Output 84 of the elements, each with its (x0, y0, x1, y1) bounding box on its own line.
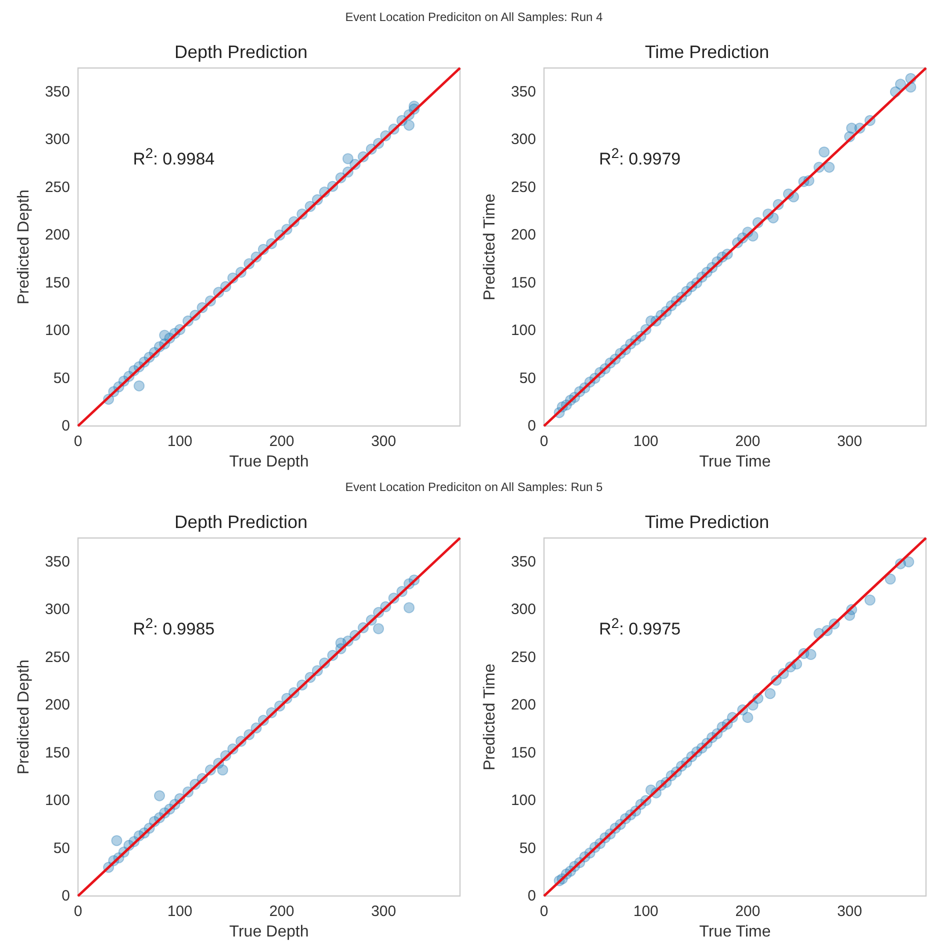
y-tick-label: 350 (510, 83, 536, 100)
y-tick-label: 100 (510, 792, 536, 810)
y-tick-label: 0 (62, 888, 70, 904)
y-tick-label: 50 (519, 370, 536, 387)
x-tick-label: 0 (74, 903, 82, 920)
annotation: R$^{2}$: 0.9984 (133, 146, 215, 170)
x-axis-title: True Depth (229, 923, 309, 940)
x-tick-label: 200 (269, 903, 294, 920)
x-tick-label: 300 (837, 433, 862, 450)
y-tick-label: 50 (53, 370, 70, 387)
y-tick-label: 150 (44, 744, 70, 762)
x-tick-label: 300 (371, 433, 396, 450)
annotation: R$^{2}$: 0.9975 (599, 616, 681, 640)
text: Event Location Prediciton on All Samples: Run 5 (345, 480, 603, 494)
x-tick-label: 200 (735, 433, 760, 450)
x-tick-label: 0 (540, 433, 548, 450)
point (404, 120, 415, 131)
x-tick-label: 100 (633, 903, 658, 920)
annotation: R$^{2}$: 0.9979 (599, 146, 681, 170)
point (903, 556, 914, 568)
y-tick-label: 50 (53, 840, 70, 857)
annotation: R$^{2}$: 0.9985 (133, 616, 215, 640)
point (217, 764, 228, 776)
x-tick-label: 0 (74, 433, 82, 450)
point (805, 648, 816, 660)
x-tick-label: 200 (269, 433, 294, 450)
y-tick-label: 100 (510, 322, 536, 340)
y-tick-label: 200 (510, 696, 536, 714)
chart-title: Time Prediction (644, 512, 770, 532)
y-tick-label: 0 (528, 418, 536, 434)
x-tick-label: 100 (167, 903, 192, 920)
y-tick-label: 250 (44, 178, 70, 196)
chart-title: Time Prediction (644, 42, 770, 62)
x-axis-title: True Time (699, 453, 771, 470)
y-axis-title: Predicted Time (482, 664, 498, 770)
y-axis-title: Predicted Time (482, 194, 498, 300)
x-axis-title: True Depth (229, 453, 309, 470)
x-axis-title: True Time (699, 923, 771, 940)
point (824, 162, 835, 173)
y-tick-label: 350 (510, 553, 536, 570)
x-tick-label: 0 (540, 903, 548, 920)
text: Event Location Prediciton on All Samples: Run 4 (345, 10, 603, 24)
y-tick-label: 0 (528, 888, 536, 904)
y-tick-label: 300 (44, 131, 70, 148)
y-tick-label: 0 (62, 418, 70, 434)
y-tick-label: 100 (44, 792, 70, 810)
x-tick-label: 100 (633, 433, 658, 450)
point (864, 594, 876, 606)
y-axis-title: Predicted Depth (16, 190, 32, 304)
point (764, 688, 776, 700)
point (134, 380, 145, 392)
point (895, 78, 906, 90)
y-tick-label: 200 (510, 226, 536, 244)
point (111, 835, 122, 846)
point (884, 574, 896, 585)
x-tick-label: 100 (167, 433, 192, 450)
y-tick-label: 150 (510, 274, 536, 292)
y-tick-label: 250 (510, 648, 536, 666)
chart-title: Depth Prediction (174, 42, 308, 62)
y-tick-label: 250 (510, 178, 536, 196)
y-tick-label: 100 (44, 322, 70, 340)
y-tick-label: 300 (510, 131, 536, 148)
y-tick-label: 50 (519, 840, 536, 857)
y-tick-label: 150 (44, 274, 70, 292)
y-tick-label: 300 (44, 601, 70, 618)
x-tick-label: 300 (371, 903, 396, 920)
y-tick-label: 200 (44, 696, 70, 714)
y-tick-label: 350 (44, 83, 70, 100)
point (342, 153, 354, 164)
point (404, 602, 415, 614)
x-tick-label: 300 (837, 903, 862, 920)
point (818, 146, 830, 158)
y-tick-label: 200 (44, 226, 70, 244)
y-tick-label: 300 (510, 601, 536, 618)
y-tick-label: 250 (44, 648, 70, 666)
point (373, 623, 384, 634)
y-tick-label: 150 (510, 744, 536, 762)
chart-title: Depth Prediction (174, 512, 308, 532)
y-axis-title: Predicted Depth (16, 660, 32, 774)
y-tick-label: 350 (44, 553, 70, 570)
point (154, 790, 165, 802)
point (159, 330, 170, 341)
x-tick-label: 200 (735, 903, 760, 920)
point (742, 712, 754, 723)
